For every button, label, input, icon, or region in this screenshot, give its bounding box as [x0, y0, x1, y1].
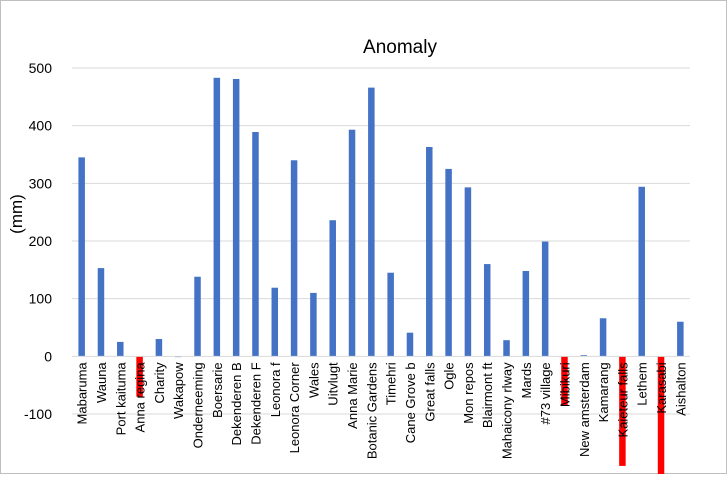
x-category-label: Anna Marie	[345, 362, 360, 428]
y-tick-label: 100	[29, 291, 53, 307]
bar	[503, 340, 510, 357]
bar	[252, 132, 259, 357]
bar	[541, 241, 549, 357]
y-tick-label: 500	[29, 60, 53, 76]
bar	[619, 356, 626, 466]
x-category-label: Botanic Gardens	[364, 362, 379, 459]
bars	[78, 77, 684, 479]
bar	[290, 160, 298, 357]
x-category-label: Dekenderen F	[248, 362, 263, 444]
x-category-label: Mibikuri	[557, 362, 572, 407]
x-category-label: Kaieteur falls	[615, 362, 630, 438]
bar	[638, 186, 645, 357]
y-tick-label: 0	[44, 348, 52, 364]
bar	[194, 276, 201, 357]
bar	[677, 321, 684, 357]
y-axis-label: (mm)	[7, 194, 26, 234]
bar	[78, 157, 85, 357]
bar	[348, 129, 356, 357]
x-category-label: Blairmont ft	[480, 362, 495, 428]
x-category-label: Port kaituma	[113, 362, 128, 436]
y-tick-label: 200	[29, 233, 53, 249]
bar	[561, 356, 568, 406]
x-category-label: Charity	[152, 362, 167, 404]
x-category-label: Wauna	[94, 362, 109, 403]
x-category-label: Onderneeming	[191, 362, 206, 448]
y-tick-label: 300	[29, 175, 53, 191]
bar	[445, 168, 452, 357]
bar	[97, 268, 105, 357]
y-tick-label: -100	[24, 406, 52, 422]
x-category-label: Great falls	[422, 362, 437, 422]
x-category-label: Dekenderen B	[229, 362, 244, 445]
x-axis-category-labels: Mabaruma Wauna Port kaituma Anna regina Char…	[75, 362, 689, 460]
x-category-label: Leonora f	[268, 362, 283, 417]
x-category-label: Ogle	[442, 362, 457, 389]
x-category-label: Mabaruma	[75, 362, 90, 425]
bar	[117, 341, 124, 357]
bar	[599, 318, 607, 357]
bar	[657, 356, 665, 479]
x-category-label: Karasabi	[654, 362, 669, 413]
x-category-label: Timehri	[384, 362, 399, 405]
bar	[232, 78, 240, 357]
x-category-label: Mon repos	[461, 362, 476, 424]
bar	[213, 77, 221, 357]
bar	[483, 264, 491, 357]
x-category-label: Wales	[306, 362, 321, 398]
gridlines	[72, 67, 690, 415]
bar	[310, 292, 317, 357]
bar	[406, 332, 414, 357]
x-category-label: New amsterdam	[577, 362, 592, 457]
bar	[464, 187, 472, 357]
x-category-label: Mards	[519, 362, 534, 399]
x-category-label: #73 village	[538, 362, 553, 424]
y-tick-label: 400	[29, 118, 53, 134]
bar	[368, 87, 375, 357]
x-category-label: Anna regina	[133, 362, 148, 433]
x-category-label: Lethem	[635, 362, 650, 405]
x-category-label: Leonora Corner	[287, 362, 302, 454]
bar	[329, 220, 336, 357]
bar	[522, 270, 530, 357]
x-category-label: Boersarie	[210, 362, 225, 418]
chart-title: Anomaly	[363, 37, 437, 58]
x-category-label: Kamarang	[596, 362, 611, 422]
x-category-label: Mahaicony rlway	[500, 362, 515, 459]
x-category-label: Uitvlugt	[326, 362, 341, 406]
bar	[426, 147, 433, 357]
x-category-label: Aishalton	[673, 362, 688, 415]
bar	[155, 339, 163, 357]
x-category-label: Cane Grove b	[403, 362, 418, 443]
bar	[580, 355, 588, 357]
bar	[136, 356, 143, 397]
bar	[387, 272, 394, 357]
bar	[271, 287, 279, 357]
y-axis-tick-labels: -100 0 100 200 300 400 500	[24, 60, 52, 422]
x-category-label: Wakapow	[171, 362, 186, 419]
